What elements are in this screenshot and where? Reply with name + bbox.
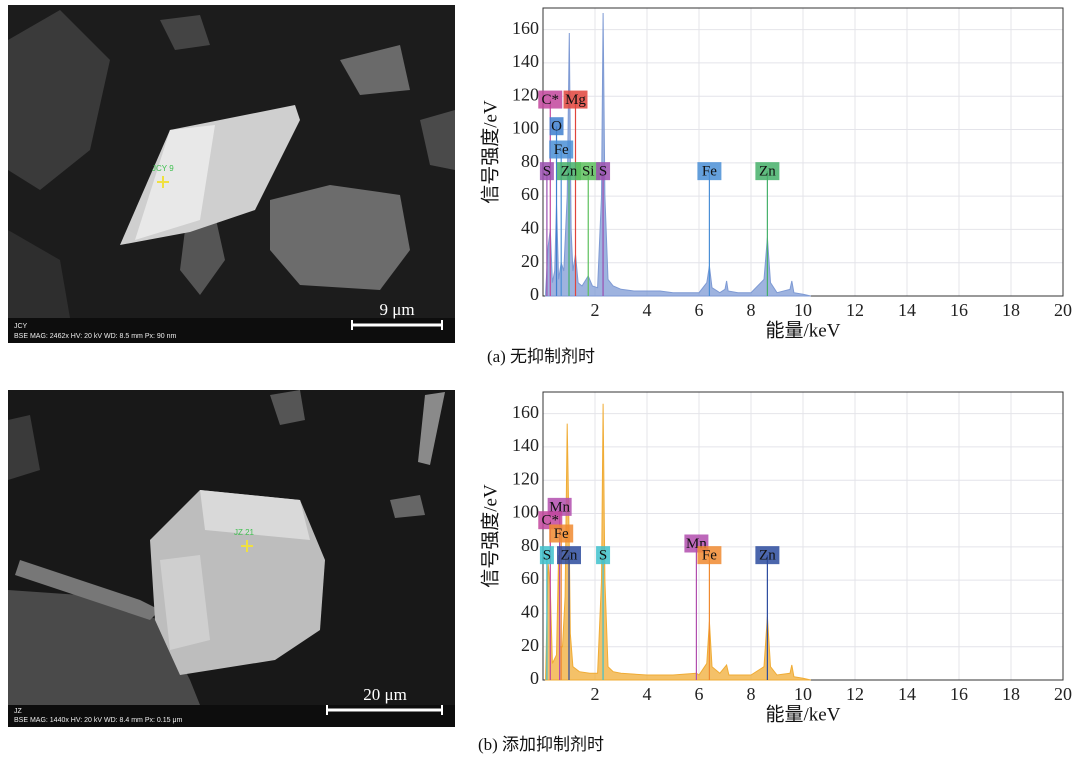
x-tick-label: 16 [950, 300, 968, 320]
peak-label: Zn [561, 164, 578, 180]
sem-image [8, 390, 455, 727]
y-tick-label: 140 [512, 51, 539, 71]
y-axis-label: 信号强度/eV [479, 100, 501, 204]
peak-label: Fe [554, 526, 569, 542]
x-axis-label: 能量/keV [766, 703, 841, 725]
peak-label: C* [542, 92, 560, 108]
peak-label: Fe [702, 548, 717, 564]
y-tick-label: 80 [521, 151, 539, 171]
x-tick-label: 2 [591, 300, 600, 320]
y-tick-label: 60 [521, 184, 539, 204]
y-tick-label: 100 [512, 502, 539, 522]
y-tick-label: 100 [512, 118, 539, 138]
caption: (a) 无抑制剂时 [487, 347, 595, 366]
point-label: JZ 21 [234, 528, 255, 537]
x-tick-label: 6 [695, 300, 704, 320]
y-tick-label: 40 [521, 602, 539, 622]
x-tick-label: 18 [1002, 684, 1020, 704]
image-label: JZ [14, 708, 23, 715]
y-tick-label: 120 [512, 468, 539, 488]
x-tick-label: 14 [898, 300, 916, 320]
peak-label: O [551, 119, 562, 135]
y-tick-label: 0 [530, 668, 539, 688]
peak-label: Mg [565, 92, 586, 108]
x-tick-label: 12 [846, 300, 864, 320]
peak-label: S [543, 548, 551, 564]
x-tick-label: 4 [643, 684, 652, 704]
x-tick-label: 16 [950, 684, 968, 704]
y-tick-label: 40 [521, 218, 539, 238]
scale-label: 9 μm [379, 300, 414, 319]
peak-label: Zn [759, 548, 776, 564]
peak-label: Fe [554, 142, 569, 158]
y-tick-label: 0 [530, 284, 539, 304]
peak-label: Zn [759, 164, 776, 180]
image-info: BSE MAG: 1440x HV: 20 kV WD: 8.4 mm Px: … [14, 717, 182, 724]
y-tick-label: 120 [512, 84, 539, 104]
spectrum-area [546, 404, 811, 680]
x-tick-label: 18 [1002, 300, 1020, 320]
peak-label: Zn [561, 548, 578, 564]
peak-label: S [599, 548, 607, 564]
y-tick-label: 20 [521, 635, 539, 655]
x-tick-label: 10 [794, 300, 812, 320]
x-tick-label: 8 [747, 684, 756, 704]
point-label: JCY 9 [152, 164, 174, 173]
y-axis-label: 信号强度/eV [479, 484, 501, 588]
x-tick-label: 4 [643, 300, 652, 320]
x-tick-label: 12 [846, 684, 864, 704]
peak-label: Fe [702, 164, 717, 180]
y-tick-label: 80 [521, 535, 539, 555]
y-tick-label: 20 [521, 251, 539, 271]
image-info: BSE MAG: 2462x HV: 20 kV WD: 8.5 mm Px: … [14, 333, 177, 340]
y-tick-label: 140 [512, 435, 539, 455]
x-tick-label: 20 [1054, 300, 1072, 320]
x-tick-label: 20 [1054, 684, 1072, 704]
y-tick-label: 160 [512, 18, 539, 38]
peak-label: S [543, 164, 551, 180]
spectrum-area [546, 13, 811, 296]
sem-image [8, 5, 455, 343]
figure: JCY BSE MAG: 2462x HV: 20 kV WD: 8.5 mm … [0, 0, 1083, 760]
image-label: JCY [14, 323, 28, 330]
y-tick-label: 160 [512, 402, 539, 422]
scale-label: 20 μm [363, 685, 407, 704]
peak-label: S [599, 164, 607, 180]
x-tick-label: 10 [794, 684, 812, 704]
x-tick-label: 6 [695, 684, 704, 704]
peak-label: Si [582, 164, 595, 180]
x-tick-label: 14 [898, 684, 916, 704]
x-tick-label: 2 [591, 684, 600, 704]
caption: (b) 添加抑制剂时 [478, 735, 604, 754]
x-axis-label: 能量/keV [766, 319, 841, 341]
x-tick-label: 8 [747, 300, 756, 320]
y-tick-label: 60 [521, 568, 539, 588]
